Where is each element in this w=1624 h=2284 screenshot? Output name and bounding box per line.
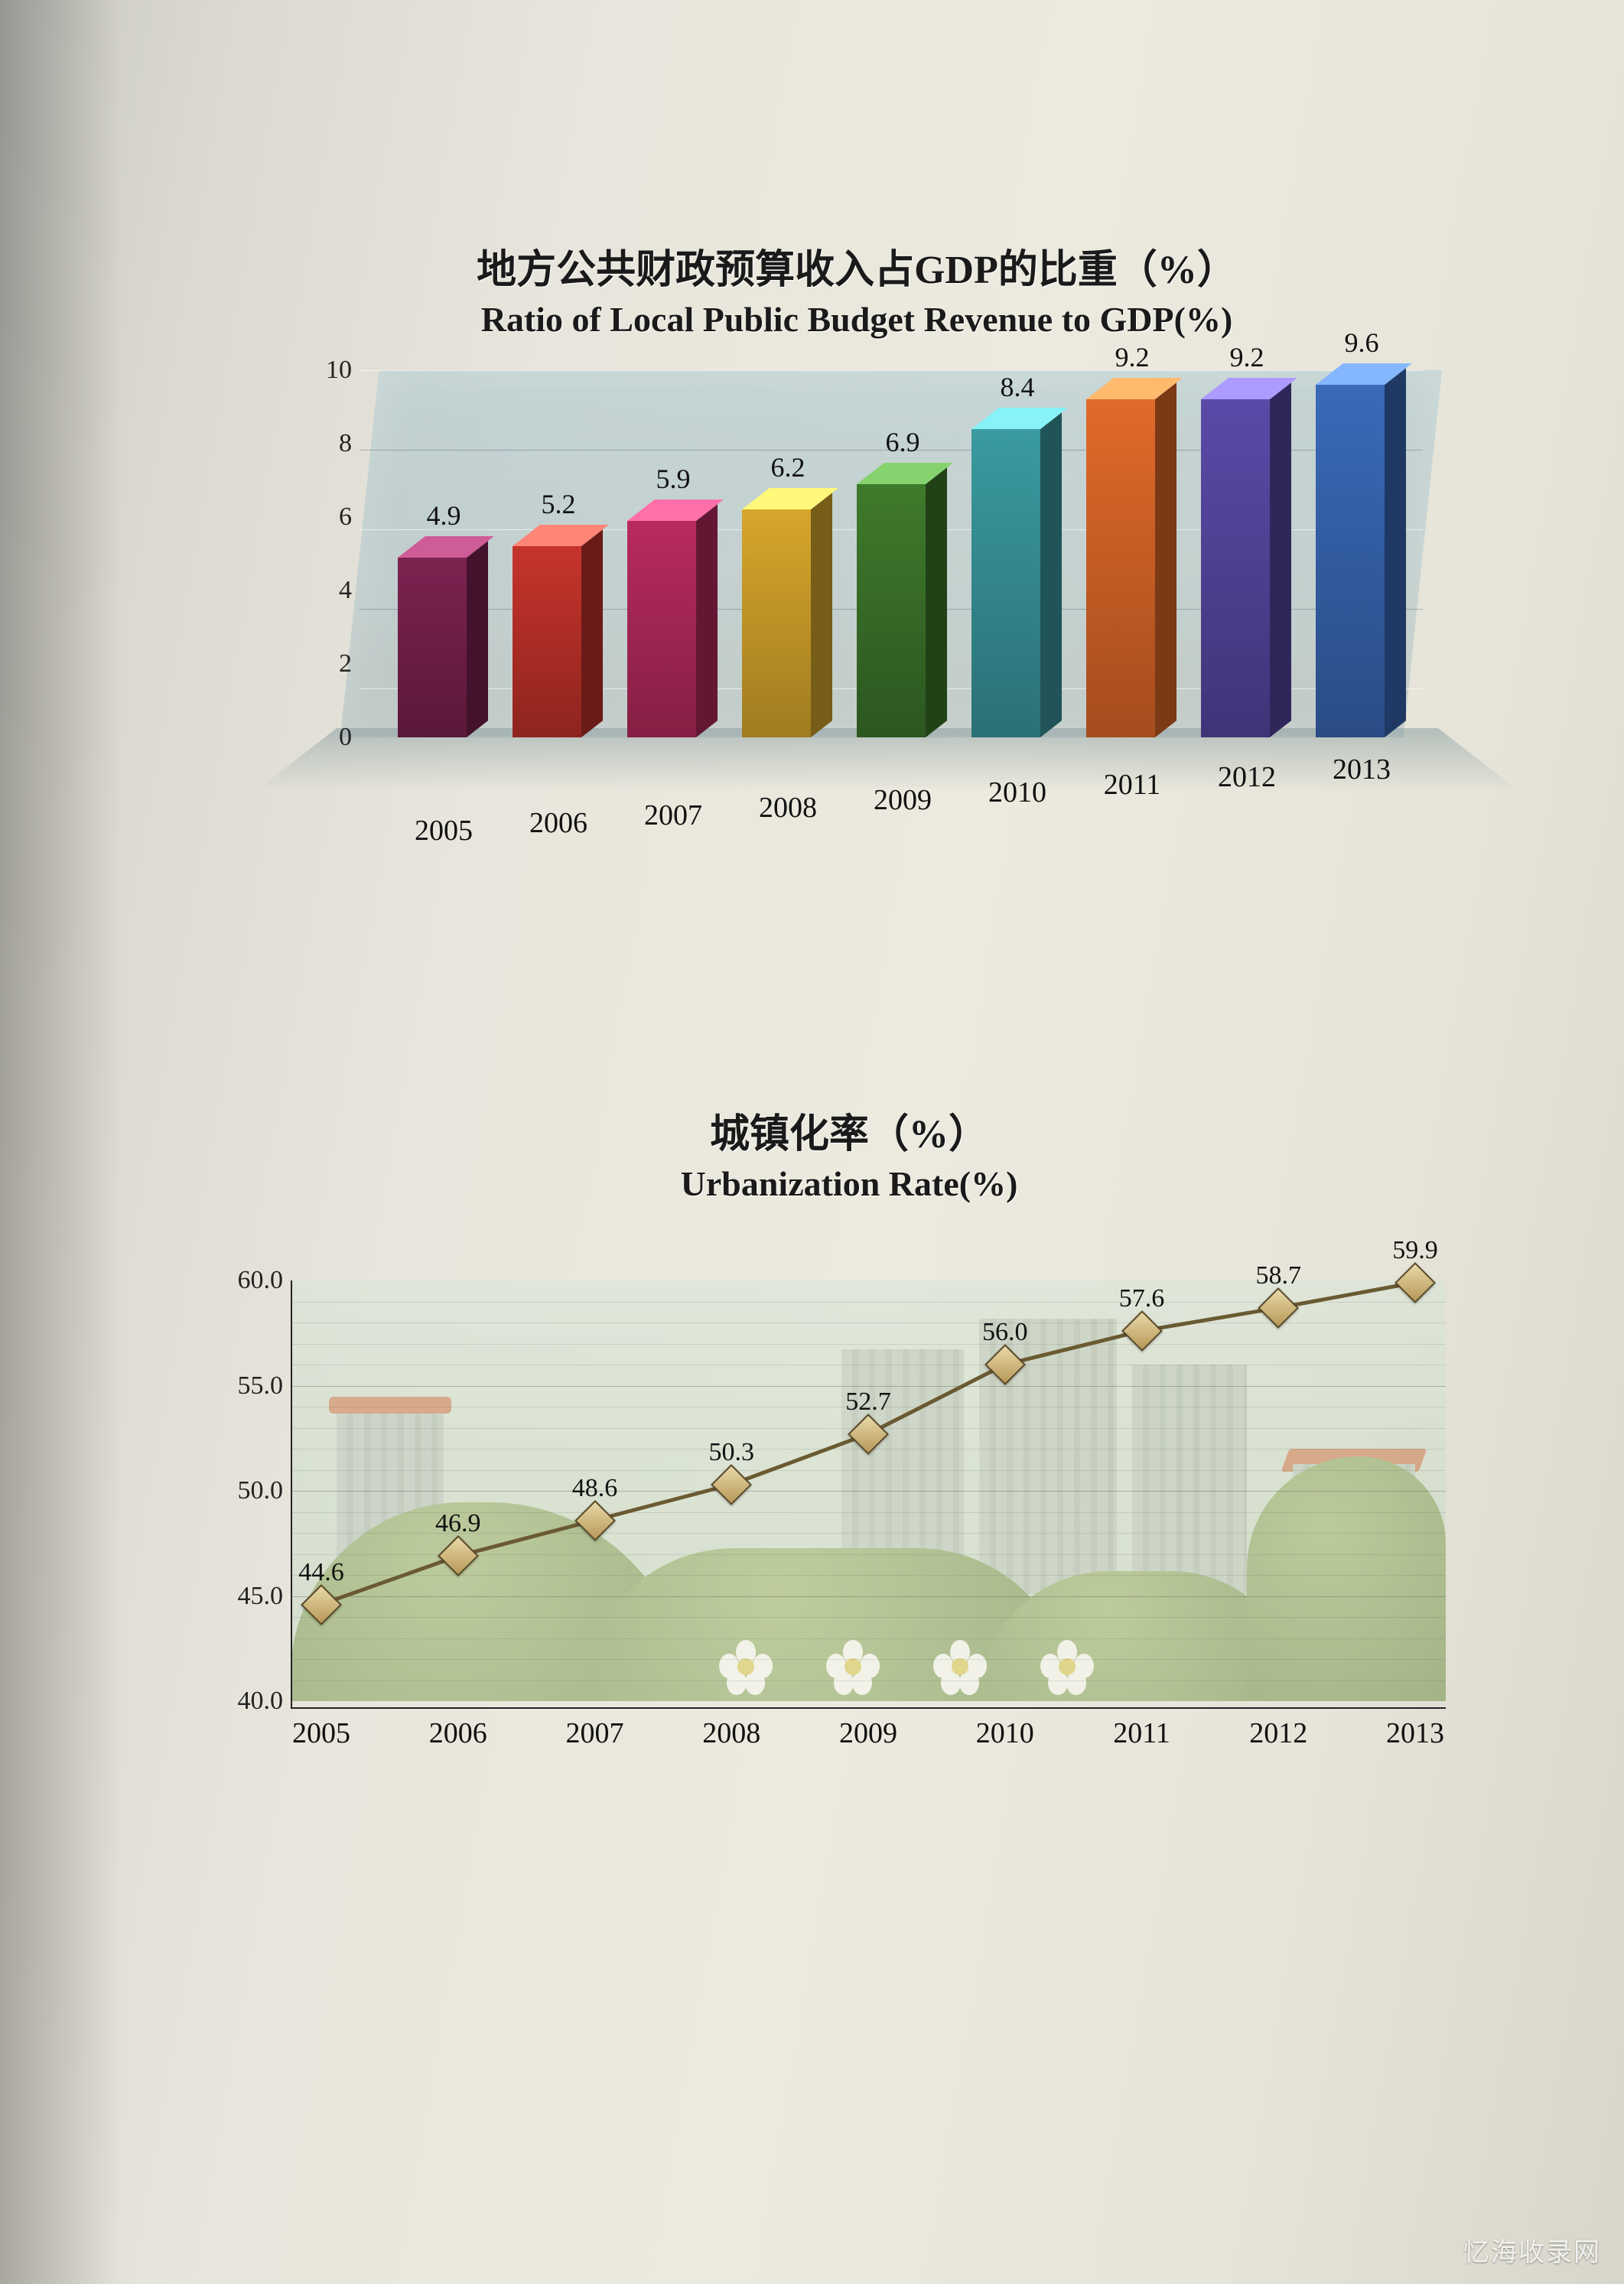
chart1-x-label: 2008 [734,791,841,825]
chart2-x-axis-line [291,1707,1446,1709]
chart1-bar: 5.22006 [513,546,581,737]
chart2-ytick: 45.0 [238,1582,284,1611]
chart2-value-label: 52.7 [845,1388,891,1417]
chart2-x-label: 2008 [702,1716,760,1750]
chart2-x-label: 2013 [1386,1716,1444,1750]
chart1-bar: 9.22012 [1201,399,1270,737]
chart-urbanization: 城镇化率（%） Urbanization Rate(%) 40.0 [222,1101,1476,1732]
chart2-line-svg [291,1280,1446,1701]
chart2-y-axis: 40.0 45.0 50.0 55.0 60.0 [222,1280,283,1701]
chart1-x-label: 2006 [505,806,612,840]
chart1-ytick: 10 [306,356,352,385]
chart1-x-label: 2009 [849,783,956,817]
chart2-title-cn: 城镇化率（%） [222,1101,1476,1159]
chart2-ytick: 50.0 [238,1476,284,1505]
chart1-title-cn: 地方公共财政预算收入占GDP的比重（%） [260,237,1453,294]
bar-side [581,530,603,737]
chart1-bar: 6.22008 [742,509,811,737]
chart2-x-label: 2011 [1113,1716,1170,1750]
bar-value-label: 6.9 [841,426,964,458]
chart2-x-label: 2012 [1249,1716,1307,1750]
chart1-ytick: 4 [306,576,352,605]
chart1-bar: 6.92009 [857,484,926,737]
chart1-bar: 9.62013 [1316,385,1385,737]
chart2-value-label: 46.9 [435,1509,481,1538]
bar-side [1155,383,1177,737]
chart2-x-label: 2009 [839,1716,897,1750]
chart2-value-label: 56.0 [982,1318,1028,1347]
chart1-x-label: 2010 [964,776,1071,809]
bar-side [811,493,832,737]
bar-side [1270,383,1291,737]
chart1-x-label: 2007 [620,799,727,832]
chart2-ytick: 55.0 [238,1371,284,1401]
chart2-value-label: 59.9 [1392,1236,1438,1265]
bar-side [1385,368,1406,737]
chart1-ytick: 2 [306,649,352,678]
bar-side [1040,412,1062,737]
bar-front [1316,385,1385,737]
chart2-x-label: 2007 [566,1716,624,1750]
bar-value-label: 6.2 [727,451,849,483]
chart2-value-label: 50.3 [709,1438,755,1467]
chart2-value-label: 44.6 [298,1558,344,1587]
chart1-y-axis: 0 2 4 6 8 10 [306,370,360,737]
bar-value-label: 8.4 [956,371,1079,403]
bar-front [1201,399,1270,737]
bar-value-label: 4.9 [382,499,505,532]
chart1-plot-area: 0 2 4 6 8 10 4.92005 5.22006 5.92007 6.2200… [306,370,1423,768]
chart1-bar: 5.92007 [627,521,696,737]
bar-value-label: 5.9 [612,463,734,495]
bar-front [627,521,696,737]
chart1-x-label: 2012 [1193,760,1300,794]
bar-value-label: 9.2 [1071,341,1193,373]
chart2-value-label: 57.6 [1119,1284,1165,1313]
chart2-value-label: 58.7 [1256,1261,1302,1290]
chart2-x-label: 2006 [429,1716,487,1750]
chart-budget-ratio: 地方公共财政预算收入占GDP的比重（%） Ratio of Local Publ… [260,237,1453,768]
bar-side [467,541,488,737]
chart2-line-layer: 44.646.948.650.352.756.057.658.759.9 [291,1280,1446,1701]
chart1-x-label: 2013 [1308,753,1415,786]
chart1-ytick: 8 [306,429,352,458]
watermark-text: 忆海收录网 [1463,2231,1601,2269]
bar-front [742,509,811,737]
chart2-title-en: Urbanization Rate(%) [222,1163,1476,1204]
chart2-x-label: 2005 [292,1716,350,1750]
chart1-title-en: Ratio of Local Public Budget Revenue to … [260,299,1453,340]
chart2-x-label: 2010 [976,1716,1034,1750]
bar-front [513,546,581,737]
chart2-value-label: 48.6 [572,1474,618,1503]
bar-side [926,467,947,737]
bar-value-label: 5.2 [497,488,620,520]
bar-front [1086,399,1155,737]
chart1-bars-container: 4.92005 5.22006 5.92007 6.22008 6.92009 8.420… [398,370,1423,737]
chart1-bar: 4.92005 [398,558,467,737]
chart2-ytick: 40.0 [238,1687,284,1716]
bar-front [971,429,1040,737]
chart2-plot-area: 40.0 45.0 50.0 55.0 60.0 44.646.948.650.… [291,1227,1446,1732]
chart1-bar: 9.22011 [1086,399,1155,737]
chart1-ytick: 6 [306,503,352,532]
bar-value-label: 9.6 [1300,327,1423,359]
chart1-x-label: 2011 [1079,768,1186,802]
chart1-bar: 8.42010 [971,429,1040,737]
bar-value-label: 9.2 [1186,341,1308,373]
bar-side [696,504,718,737]
chart2-ytick: 60.0 [238,1266,284,1295]
bar-front [857,484,926,737]
page-binding-shadow [0,0,122,2284]
chart1-ytick: 0 [306,723,352,752]
bar-front [398,558,467,737]
chart1-x-label: 2005 [390,814,497,848]
